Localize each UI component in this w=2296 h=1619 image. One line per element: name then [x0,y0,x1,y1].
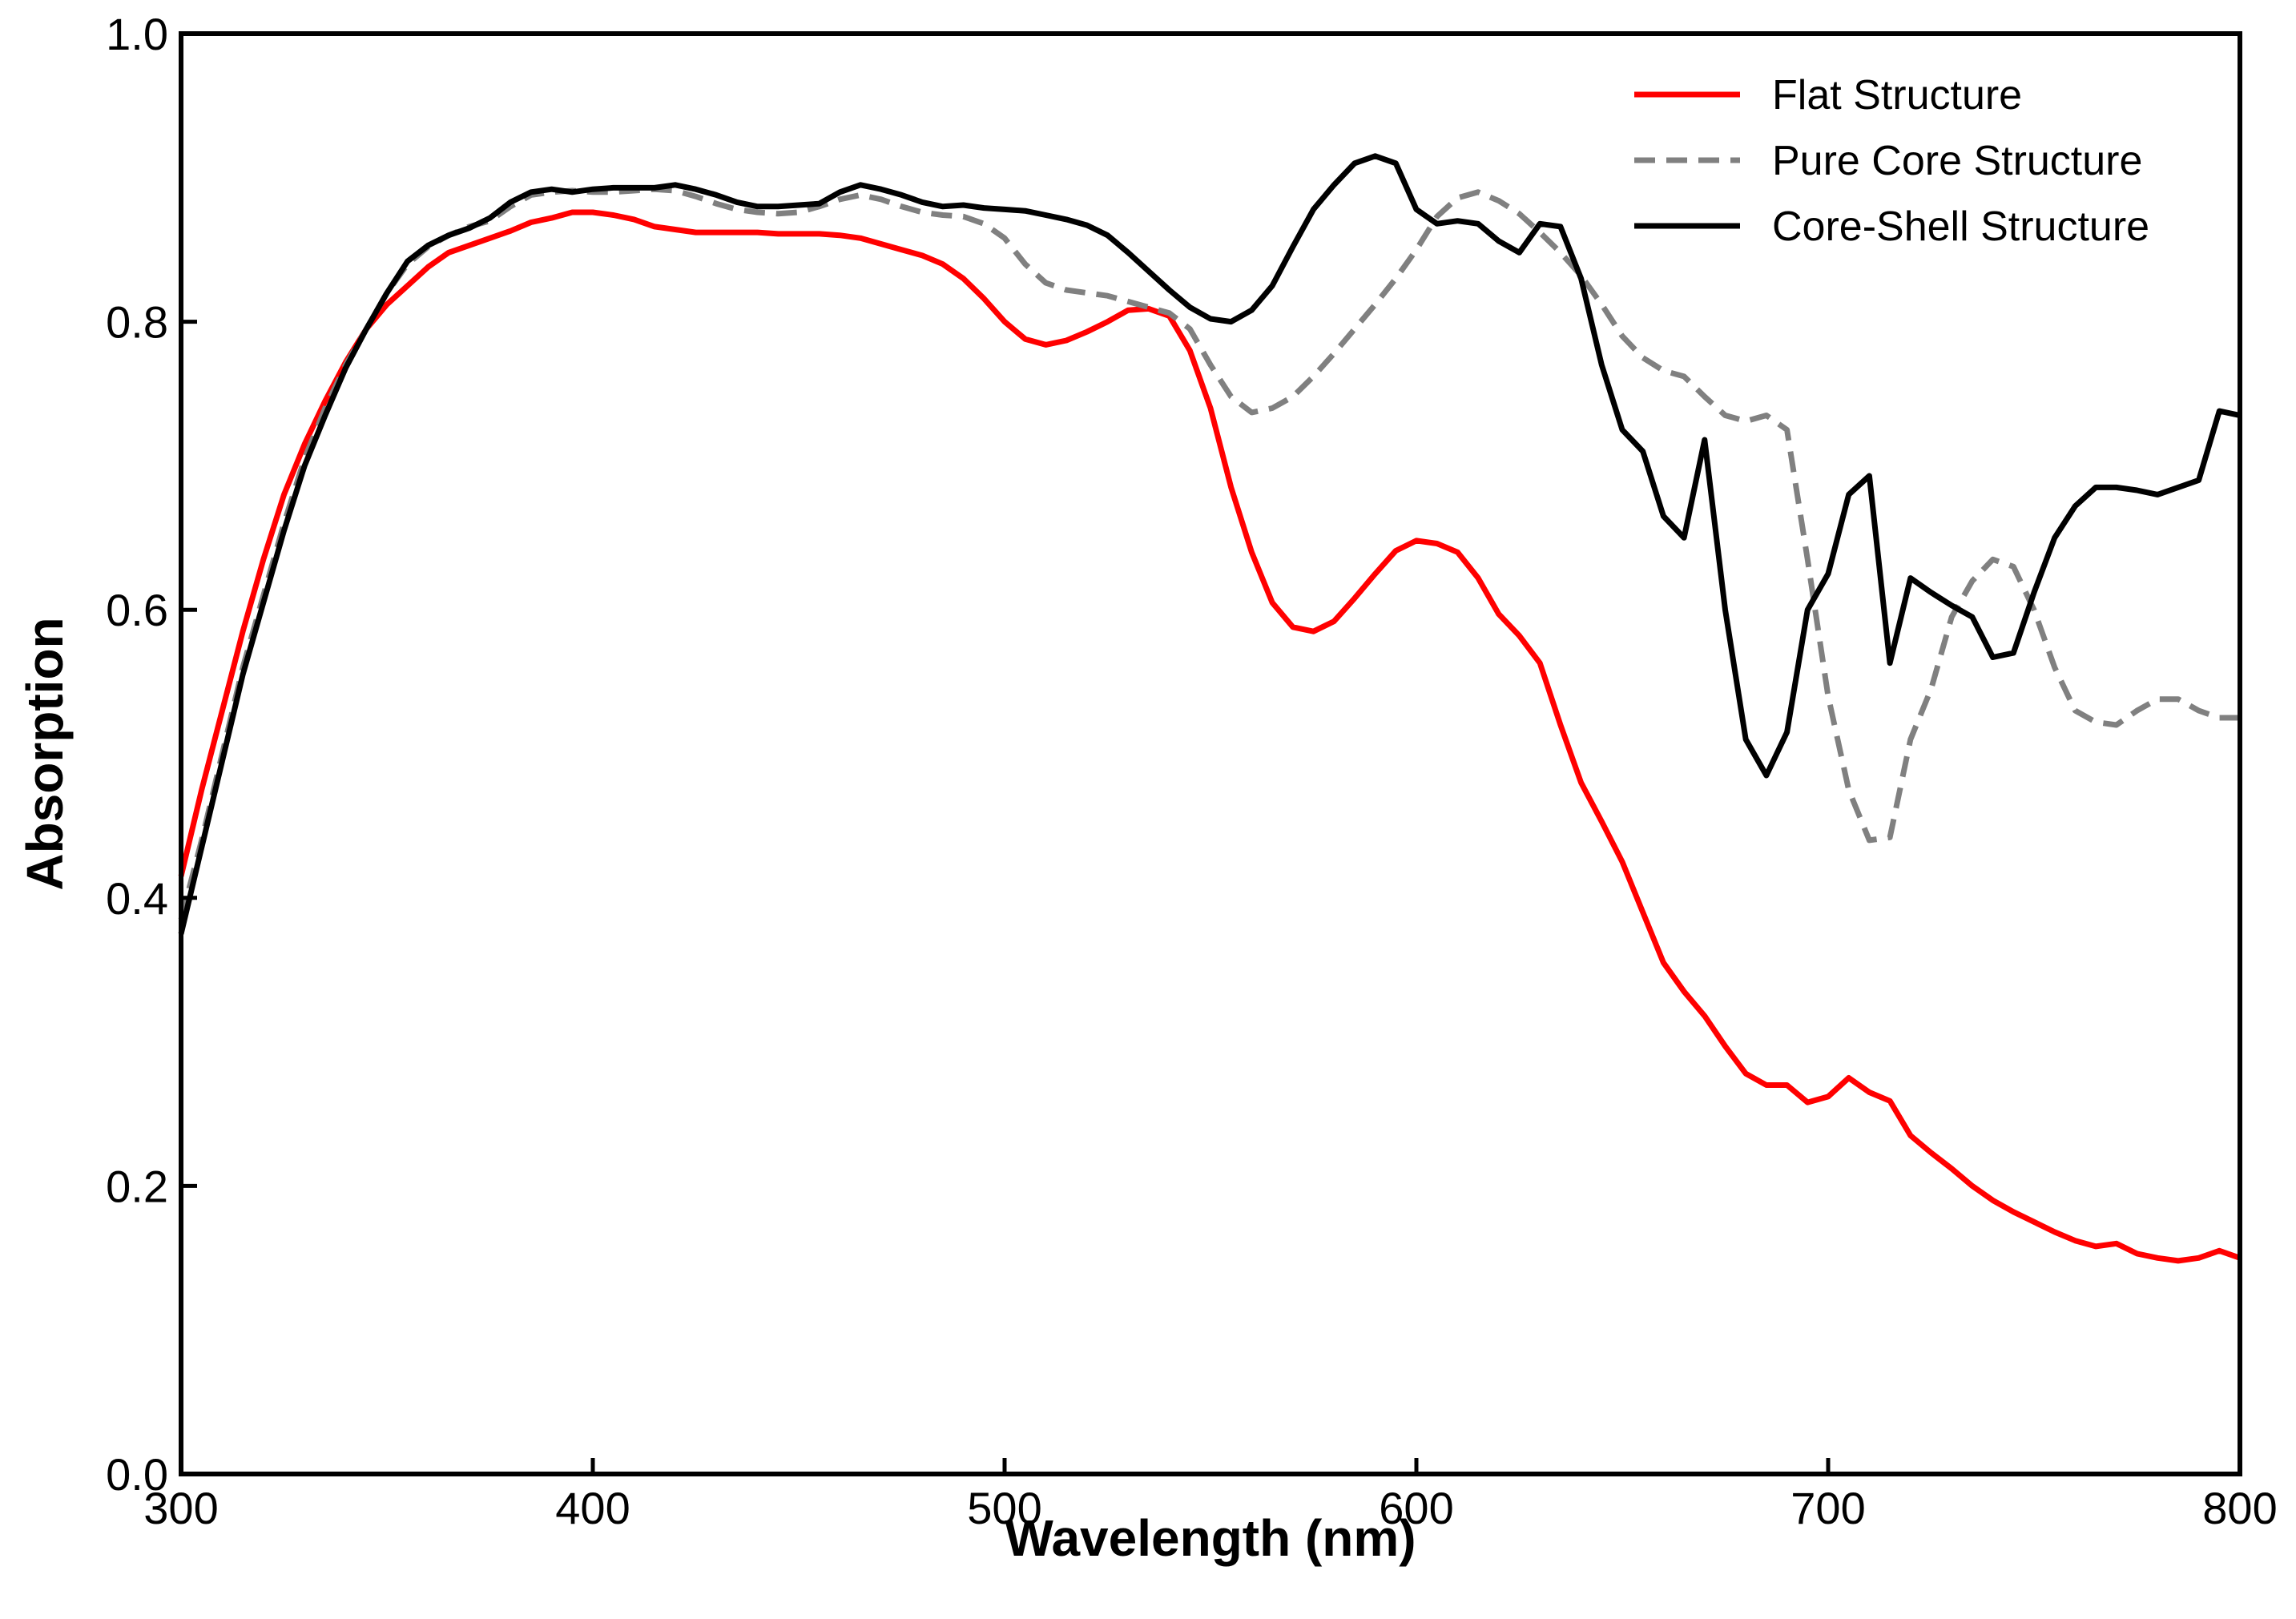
y-axis-title: Absorption [16,617,74,890]
y-tick-label: 1.0 [106,9,168,59]
legend: Flat Structure Pure Core Structure Core-Sh… [1634,72,2149,250]
y-tick-label: 0.2 [106,1161,168,1211]
x-tick-label: 600 [1379,1483,1453,1533]
legend-label-2: Pure Core Structure [1772,138,2142,184]
series-line-3 [178,153,2241,935]
series-layer [178,153,2242,1264]
x-tick-label: 400 [555,1483,630,1533]
x-tick-label: 800 [2202,1483,2277,1533]
y-tick-label: 0.0 [106,1449,168,1500]
x-tick-label: 500 [967,1483,1041,1533]
legend-label-3: Core-Shell Structure [1772,203,2149,250]
series-line-2 [178,186,2240,920]
legend-label-1: Flat Structure [1772,72,2022,119]
y-tick-label: 0.6 [106,585,168,635]
x-axis-title: Wavelength (nm) [1005,1509,1416,1567]
y-tick-label: 0.4 [106,873,168,924]
ticks-layer: 300 400 500 600 700 800 0.0 0.2 0.4 0.6 0.8 1.0 [106,9,2278,1533]
series-line-1 [178,209,2242,1264]
x-tick-label: 700 [1790,1483,1865,1533]
plot-frame [179,31,2242,1476]
y-tick-label: 0.8 [106,297,168,348]
x-tick-label: 300 [143,1483,218,1533]
